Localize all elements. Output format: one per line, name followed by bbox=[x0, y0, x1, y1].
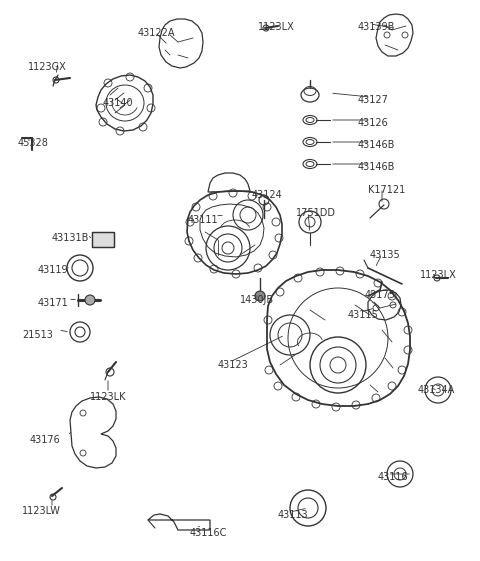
Text: K17121: K17121 bbox=[368, 185, 405, 195]
Text: 43134A: 43134A bbox=[418, 385, 455, 395]
Text: 43122A: 43122A bbox=[138, 28, 176, 38]
Text: 1123LX: 1123LX bbox=[258, 22, 295, 32]
Text: 1430JB: 1430JB bbox=[240, 295, 274, 305]
Bar bbox=[92, 232, 114, 247]
Text: 43116: 43116 bbox=[378, 472, 408, 482]
Text: 43115: 43115 bbox=[348, 310, 379, 320]
Text: 21513: 21513 bbox=[22, 330, 53, 340]
Text: 1123GX: 1123GX bbox=[28, 62, 67, 72]
Text: 43113: 43113 bbox=[278, 510, 309, 520]
Text: 43119: 43119 bbox=[38, 265, 69, 275]
Text: 43140: 43140 bbox=[103, 98, 133, 108]
Text: 43111: 43111 bbox=[188, 215, 218, 225]
Text: 43175: 43175 bbox=[365, 290, 396, 300]
Text: 43126: 43126 bbox=[358, 118, 389, 128]
Text: 43139B: 43139B bbox=[358, 22, 396, 32]
Text: 1123LX: 1123LX bbox=[420, 270, 457, 280]
Text: 1123LW: 1123LW bbox=[22, 506, 61, 516]
Bar bbox=[92, 232, 114, 247]
Text: 43171: 43171 bbox=[38, 298, 69, 308]
Text: 43146B: 43146B bbox=[358, 140, 396, 150]
Text: 43176: 43176 bbox=[30, 435, 61, 445]
Text: 43131B: 43131B bbox=[52, 233, 89, 243]
Text: 43123: 43123 bbox=[218, 360, 249, 370]
Text: 43116C: 43116C bbox=[190, 528, 228, 538]
Text: 1751DD: 1751DD bbox=[296, 208, 336, 218]
Text: 43135: 43135 bbox=[370, 250, 401, 260]
Circle shape bbox=[255, 291, 265, 301]
Text: 43146B: 43146B bbox=[358, 162, 396, 172]
Circle shape bbox=[85, 295, 95, 305]
Text: 45328: 45328 bbox=[18, 138, 49, 148]
Text: 43124: 43124 bbox=[252, 190, 283, 200]
Text: 1123LK: 1123LK bbox=[90, 392, 127, 402]
Text: 43127: 43127 bbox=[358, 95, 389, 105]
